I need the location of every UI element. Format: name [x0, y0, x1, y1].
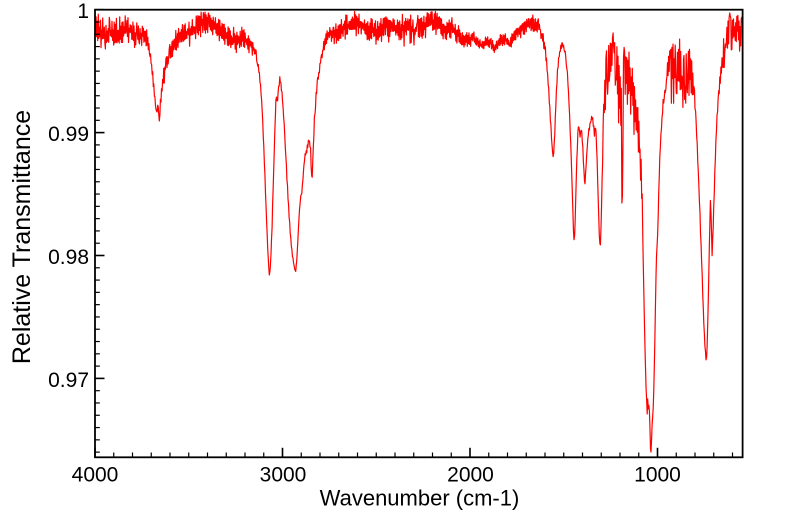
svg-text:2000: 2000 — [447, 464, 494, 487]
svg-text:Wavenumber (cm-1): Wavenumber (cm-1) — [320, 486, 520, 511]
svg-text:0.99: 0.99 — [48, 123, 89, 146]
svg-text:3000: 3000 — [260, 464, 307, 487]
svg-text:1: 1 — [77, 0, 89, 23]
svg-text:1000: 1000 — [634, 464, 681, 487]
svg-text:4000: 4000 — [72, 464, 119, 487]
svg-text:0.98: 0.98 — [48, 246, 89, 269]
svg-text:Relative Transmittance: Relative Transmittance — [8, 110, 36, 364]
svg-text:0.97: 0.97 — [48, 369, 89, 392]
